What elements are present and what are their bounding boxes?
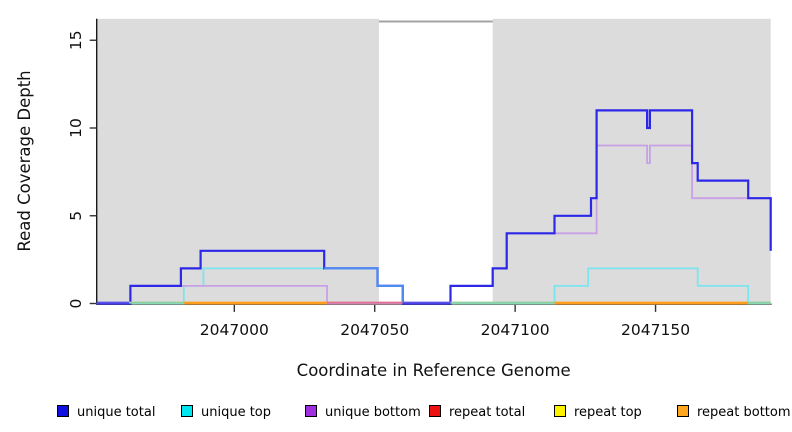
x-tick-label-2047150: 2047150 [621,321,690,339]
repeat-region-background-1 [492,18,771,305]
x-axis-title: Coordinate in Reference Genome [297,361,571,380]
legend-swatch-icon [305,405,317,417]
y-tick-label-15: 15 [67,30,85,50]
x-tick-label-2047050: 2047050 [340,321,409,339]
legend-swatch-icon [429,405,441,417]
legend-label: repeat top [574,405,642,420]
legend-label: unique total [77,405,156,420]
legend-item-repeat-top: repeat top [554,401,642,420]
y-tick-label-0: 0 [67,299,85,309]
legend-item-repeat-total: repeat total [429,401,526,420]
legend-label: unique top [201,405,272,420]
repeat-region-background-0 [96,18,379,305]
chart-legend: unique total unique top unique bottom repea… [0,0,792,420]
y-tick-label-10: 10 [67,118,85,138]
y-axis-title: Read Coverage Depth [15,70,34,251]
legend-item-repeat-bottom: repeat bottom [677,401,791,420]
legend-item-unique-total: unique total [57,401,156,420]
legend-swatch-icon [677,405,689,417]
legend-label: repeat total [449,405,526,420]
legend-item-unique-top: unique top [181,401,272,420]
legend-label: repeat bottom [697,405,791,420]
x-tick-label-2047000: 2047000 [200,321,269,339]
legend-item-unique-bottom: unique bottom [305,401,421,420]
legend-swatch-icon [181,405,193,417]
series-line-unique-total-overlap [324,267,404,304]
legend-swatch-icon [554,405,566,417]
series-line-unique-total [96,109,772,305]
legend-swatch-icon [57,405,69,417]
legend-label: unique bottom [325,405,421,420]
y-tick-label-5: 5 [67,211,85,221]
x-tick-label-2047100: 2047100 [481,321,550,339]
